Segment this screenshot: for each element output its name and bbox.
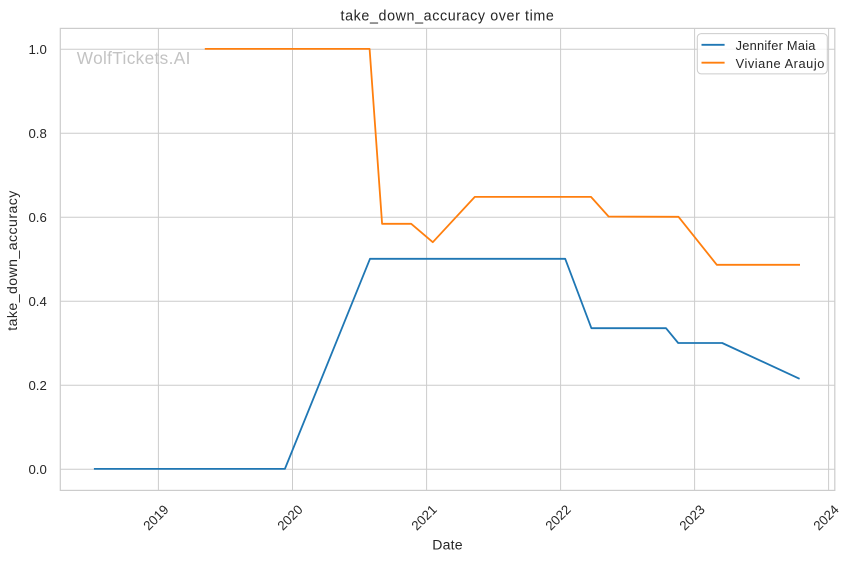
svg-text:0.2: 0.2 xyxy=(28,378,46,393)
svg-text:Viviane Araujo: Viviane Araujo xyxy=(736,56,825,71)
svg-text:Jennifer Maia: Jennifer Maia xyxy=(736,38,817,53)
svg-text:0.6: 0.6 xyxy=(28,210,46,225)
svg-text:0.0: 0.0 xyxy=(28,462,46,477)
svg-text:1.0: 1.0 xyxy=(28,42,46,57)
svg-text:Date: Date xyxy=(432,536,463,552)
svg-text:take_down_accuracy: take_down_accuracy xyxy=(4,190,20,331)
svg-text:take_down_accuracy over time: take_down_accuracy over time xyxy=(341,8,555,24)
svg-text:WolfTickets.AI: WolfTickets.AI xyxy=(77,48,191,68)
svg-text:0.4: 0.4 xyxy=(28,294,46,309)
svg-text:0.8: 0.8 xyxy=(28,126,46,141)
